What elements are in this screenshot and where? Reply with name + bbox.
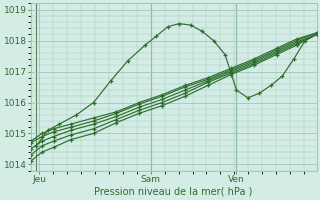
X-axis label: Pression niveau de la mer( hPa ): Pression niveau de la mer( hPa ) bbox=[94, 187, 253, 197]
